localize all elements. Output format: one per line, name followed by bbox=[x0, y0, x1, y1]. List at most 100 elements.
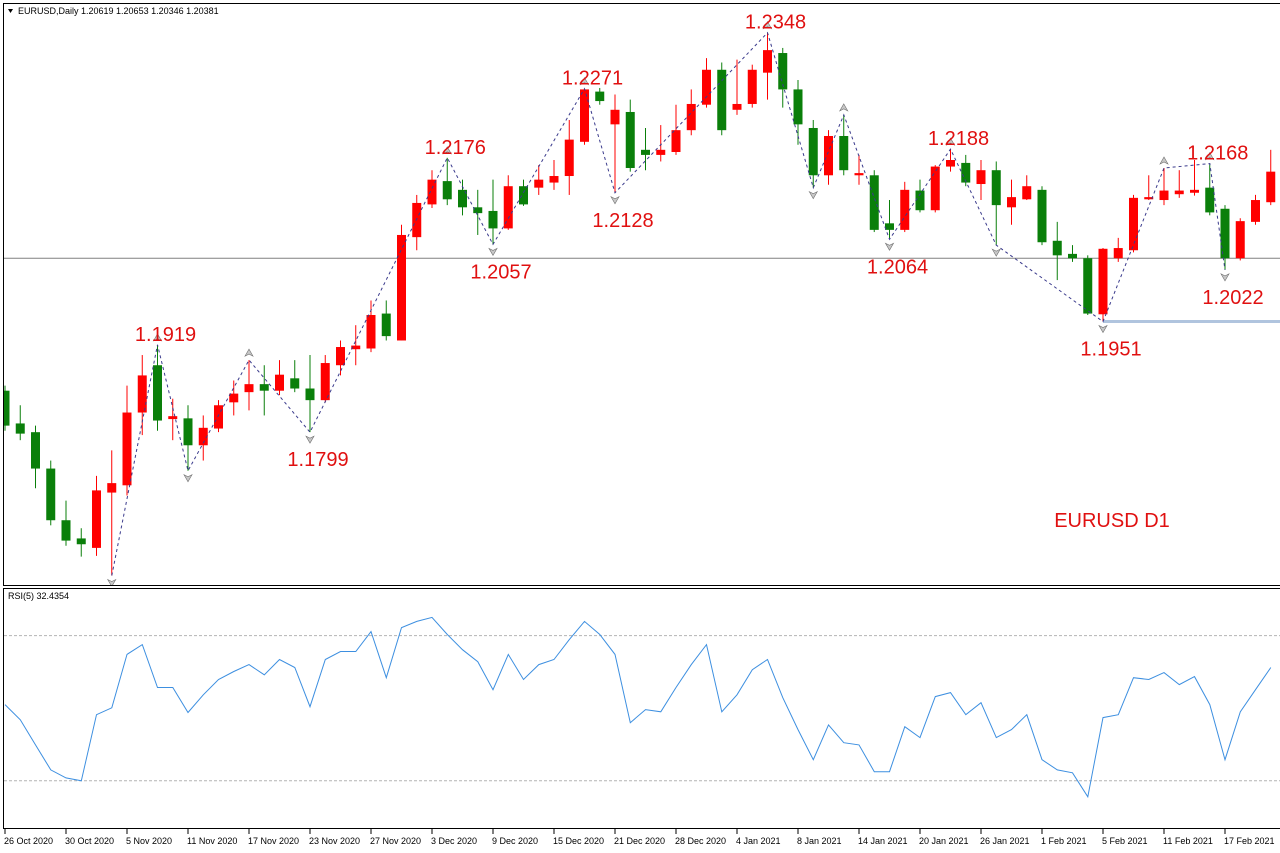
x-tick-label: 30 Oct 2020 bbox=[65, 836, 114, 846]
x-tick-label: 9 Dec 2020 bbox=[492, 836, 538, 846]
x-tick-label: 4 Jan 2021 bbox=[736, 836, 781, 846]
x-tick-label: 23 Nov 2020 bbox=[309, 836, 360, 846]
candle-body bbox=[488, 210, 498, 229]
swing-label: 1.2022 bbox=[1202, 287, 1263, 309]
swing-arrow bbox=[945, 137, 956, 146]
candle-body bbox=[214, 405, 223, 429]
rsi-panel-frame bbox=[3, 588, 1280, 829]
candle-body bbox=[259, 384, 269, 391]
candle-body bbox=[595, 91, 605, 102]
x-tick-label: 11 Nov 2020 bbox=[187, 836, 237, 846]
x-tick-label: 11 Feb 2021 bbox=[1163, 836, 1213, 846]
candle-body bbox=[107, 483, 117, 493]
candle-body bbox=[92, 490, 101, 548]
price-plot: 1.16021.19191.17991.21761.20571.22711.21… bbox=[4, 12, 1280, 585]
x-tick-label: 28 Dec 2020 bbox=[675, 836, 726, 846]
candle-body bbox=[4, 390, 10, 426]
candle-body bbox=[275, 374, 284, 391]
candle-body bbox=[320, 363, 330, 401]
x-tick-label: 27 Nov 2020 bbox=[370, 836, 421, 846]
candle-body bbox=[747, 69, 757, 104]
swing-label: 1.2128 bbox=[592, 210, 653, 232]
swing-arrow bbox=[884, 242, 895, 251]
candle-body bbox=[763, 50, 772, 73]
candle-body bbox=[519, 186, 528, 205]
candle-body bbox=[46, 468, 56, 521]
swing-arrow bbox=[106, 578, 117, 585]
swing-label: 1.1799 bbox=[287, 449, 348, 471]
rsi-panel-title: RSI(5) 32.4354 bbox=[8, 591, 69, 601]
swing-arrow bbox=[579, 77, 590, 86]
candle-body bbox=[1205, 187, 1215, 213]
candle-body bbox=[1190, 189, 1199, 193]
candle-body bbox=[1144, 197, 1154, 200]
candle-body bbox=[900, 189, 910, 230]
candle-body bbox=[671, 130, 681, 153]
candle-body bbox=[1098, 248, 1108, 315]
candle-body bbox=[915, 190, 925, 211]
candle-body bbox=[702, 69, 711, 105]
swing-arrow bbox=[1098, 324, 1108, 334]
candle-body bbox=[458, 189, 467, 208]
rsi-plot bbox=[4, 616, 1280, 799]
x-tick-label: 26 Oct 2020 bbox=[4, 836, 53, 846]
swing-arrow bbox=[838, 103, 849, 112]
candle-body bbox=[137, 375, 147, 413]
x-tick-label: 26 Jan 2021 bbox=[980, 836, 1030, 846]
x-tick-label: 3 Dec 2020 bbox=[431, 836, 477, 846]
candle-body bbox=[366, 315, 376, 349]
candle-body bbox=[641, 149, 650, 155]
candle-body bbox=[1022, 186, 1032, 200]
x-tick-label: 17 Nov 2020 bbox=[248, 836, 299, 846]
candle-body bbox=[564, 139, 574, 177]
swing-arrow bbox=[808, 190, 819, 200]
candle-body bbox=[503, 186, 513, 229]
candle-body bbox=[732, 103, 742, 110]
candle-body bbox=[778, 53, 788, 90]
swing-arrow bbox=[488, 247, 498, 257]
candle-body bbox=[397, 234, 406, 341]
candle-body bbox=[625, 111, 635, 169]
candle-body bbox=[244, 384, 254, 393]
swing-arrow bbox=[610, 196, 620, 205]
candle-body bbox=[153, 365, 162, 421]
candle-body bbox=[168, 416, 178, 420]
x-tick-label: 14 Jan 2021 bbox=[858, 836, 908, 846]
candle-body bbox=[976, 170, 986, 185]
collapse-icon bbox=[8, 9, 13, 13]
candle-body bbox=[1220, 208, 1230, 259]
x-tick-label: 5 Nov 2020 bbox=[126, 836, 172, 846]
candle-body bbox=[961, 162, 971, 183]
swing-arrow bbox=[762, 21, 773, 30]
candle-body bbox=[656, 149, 666, 155]
candle-body bbox=[869, 175, 879, 230]
candle-body bbox=[580, 89, 589, 142]
rsi-line bbox=[4, 616, 1272, 799]
swing-label: 1.1951 bbox=[1080, 339, 1141, 361]
candle-body bbox=[290, 378, 300, 389]
swing-arrow bbox=[442, 146, 453, 155]
candle-body bbox=[31, 432, 40, 469]
price-panel-frame bbox=[3, 3, 1280, 586]
candle-body bbox=[76, 538, 86, 545]
candle-body bbox=[549, 176, 559, 183]
candle-body bbox=[198, 427, 208, 446]
candle-body bbox=[473, 207, 483, 214]
candle-body bbox=[717, 69, 727, 131]
swing-label: 1.2176 bbox=[425, 137, 486, 159]
swing-arrow bbox=[1159, 156, 1169, 165]
candle-body bbox=[1266, 171, 1276, 203]
candle-body bbox=[15, 423, 25, 434]
price-panel-title: EURUSD,Daily 1.20619 1.20653 1.20346 1.2… bbox=[18, 6, 219, 16]
swing-label: 1.2188 bbox=[928, 128, 989, 150]
candle-body bbox=[305, 388, 315, 401]
candle-body bbox=[381, 313, 391, 337]
candle-body bbox=[824, 135, 833, 176]
x-tick-label: 21 Dec 2020 bbox=[614, 836, 665, 846]
swing-arrow bbox=[183, 474, 193, 483]
candle-body bbox=[534, 179, 544, 188]
swing-label: 1.1919 bbox=[135, 324, 196, 346]
